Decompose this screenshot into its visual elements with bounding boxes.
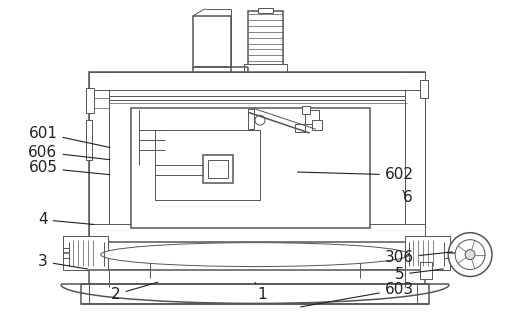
Bar (248, 11, 283, 67)
Bar (449, 248, 455, 258)
Bar (151, 255, 359, 269)
Text: 603: 603 (301, 282, 414, 307)
Bar (258, 8, 273, 13)
Circle shape (255, 115, 265, 125)
Bar (69, 238, 104, 267)
Text: 4: 4 (38, 212, 94, 227)
Text: 3: 3 (38, 254, 88, 269)
Bar (193, 16, 231, 67)
Bar (89, 242, 425, 269)
Bar (63, 248, 69, 258)
Bar (420, 262, 432, 280)
Bar (89, 72, 425, 242)
Bar (302, 106, 310, 114)
Bar (89, 72, 109, 242)
Bar (86, 120, 92, 160)
Bar (405, 236, 450, 269)
Bar (131, 108, 369, 228)
Bar (81, 284, 429, 305)
Bar (244, 64, 287, 72)
Text: 2: 2 (111, 282, 158, 302)
Bar (420, 80, 428, 98)
Text: 306: 306 (385, 250, 452, 265)
Bar (89, 224, 425, 242)
Bar (63, 236, 108, 269)
Bar (405, 72, 425, 242)
Text: 606: 606 (28, 145, 110, 160)
Bar (89, 269, 425, 288)
Bar (410, 238, 444, 267)
Bar (208, 160, 228, 178)
Bar (86, 88, 94, 113)
Bar (203, 155, 233, 183)
Bar (305, 110, 319, 124)
Bar (89, 72, 425, 90)
Text: 605: 605 (29, 161, 110, 176)
Bar (312, 120, 322, 130)
Ellipse shape (101, 243, 410, 266)
Bar (155, 130, 260, 200)
Circle shape (448, 233, 492, 277)
Bar (248, 109, 254, 129)
Text: 6: 6 (403, 190, 412, 205)
Circle shape (465, 250, 475, 260)
Text: 1: 1 (255, 282, 267, 302)
Text: 601: 601 (29, 126, 110, 148)
Text: 5: 5 (394, 267, 443, 282)
Circle shape (455, 240, 485, 269)
Bar (295, 124, 305, 132)
Text: 602: 602 (297, 167, 414, 182)
